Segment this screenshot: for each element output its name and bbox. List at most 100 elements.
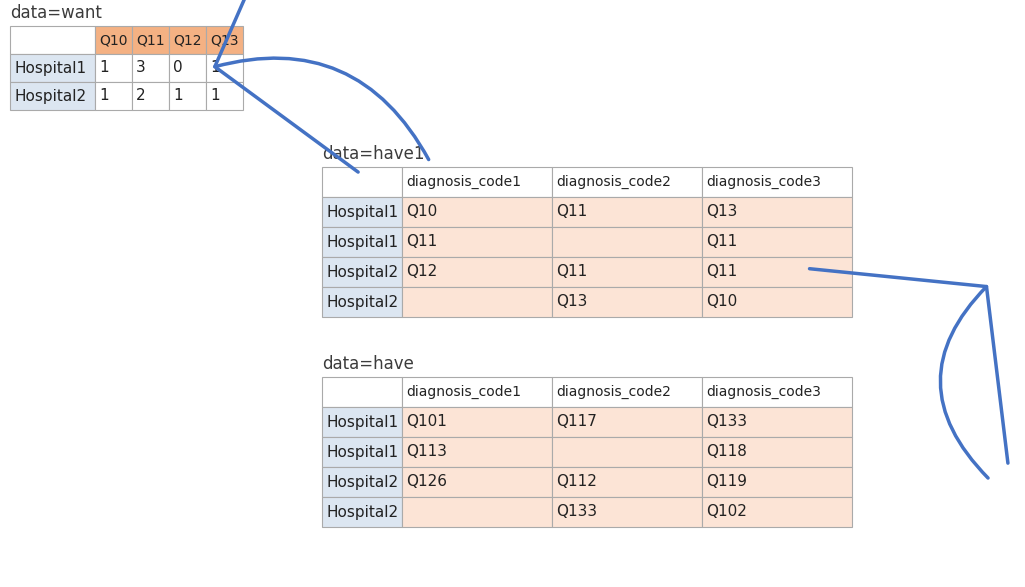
Bar	[10, 54, 95, 82]
Bar	[702, 497, 852, 527]
Text: Q11: Q11	[136, 33, 165, 47]
Text: Q113: Q113	[406, 444, 447, 460]
Bar	[322, 497, 402, 527]
Bar	[552, 377, 702, 407]
Bar	[702, 407, 852, 437]
Text: Q126: Q126	[406, 474, 447, 490]
Text: Hospital2: Hospital2	[14, 89, 86, 103]
Text: Q13: Q13	[556, 295, 587, 309]
Text: Hospital2: Hospital2	[326, 474, 398, 490]
Bar	[702, 467, 852, 497]
Text: 3: 3	[136, 60, 146, 76]
Text: Q10: Q10	[706, 295, 737, 309]
Bar	[169, 82, 206, 110]
Bar	[702, 287, 852, 317]
Bar	[322, 407, 402, 437]
Text: Q133: Q133	[706, 414, 747, 430]
Bar	[322, 377, 402, 407]
Bar	[132, 26, 169, 54]
Text: Hospital1: Hospital1	[326, 444, 398, 460]
Text: data=have: data=have	[322, 355, 414, 373]
Bar	[206, 54, 243, 82]
Bar	[322, 167, 402, 197]
Text: 0: 0	[173, 60, 182, 76]
Text: 1: 1	[210, 89, 219, 103]
Text: 1: 1	[99, 89, 109, 103]
Bar	[169, 54, 206, 82]
Bar	[552, 467, 702, 497]
Text: Hospital1: Hospital1	[326, 234, 398, 249]
Bar	[402, 497, 552, 527]
Text: 1: 1	[99, 60, 109, 76]
Text: Q119: Q119	[706, 474, 747, 490]
Bar	[132, 54, 169, 82]
Bar	[402, 437, 552, 467]
Text: Hospital1: Hospital1	[326, 204, 398, 220]
Bar	[702, 167, 852, 197]
Text: Hospital2: Hospital2	[326, 265, 398, 279]
Text: diagnosis_code3: diagnosis_code3	[706, 175, 821, 189]
Bar	[402, 197, 552, 227]
Text: Q118: Q118	[706, 444, 747, 460]
Bar	[552, 437, 702, 467]
Text: Hospital1: Hospital1	[14, 60, 86, 76]
Bar	[402, 227, 552, 257]
Bar	[206, 82, 243, 110]
Text: diagnosis_code2: diagnosis_code2	[556, 385, 671, 399]
Text: Q101: Q101	[406, 414, 447, 430]
Text: Hospital2: Hospital2	[326, 504, 398, 519]
Bar	[702, 197, 852, 227]
Bar	[132, 82, 169, 110]
Bar	[95, 54, 132, 82]
Text: 1: 1	[210, 60, 219, 76]
Text: diagnosis_code1: diagnosis_code1	[406, 385, 521, 399]
Text: Q13: Q13	[706, 204, 737, 220]
Bar	[206, 26, 243, 54]
Text: Q133: Q133	[556, 504, 598, 519]
Bar	[322, 437, 402, 467]
Text: Q11: Q11	[706, 265, 737, 279]
Bar	[402, 287, 552, 317]
Bar	[552, 257, 702, 287]
Bar	[322, 467, 402, 497]
Text: Q117: Q117	[556, 414, 597, 430]
Text: 2: 2	[136, 89, 146, 103]
Bar	[10, 82, 95, 110]
Bar	[10, 26, 95, 54]
Text: Q10: Q10	[406, 204, 438, 220]
Text: Q12: Q12	[173, 33, 202, 47]
Text: Q11: Q11	[556, 265, 587, 279]
Text: diagnosis_code2: diagnosis_code2	[556, 175, 671, 189]
Text: Q12: Q12	[406, 265, 438, 279]
Bar	[402, 407, 552, 437]
Text: Q10: Q10	[99, 33, 127, 47]
Bar	[552, 407, 702, 437]
Bar	[322, 227, 402, 257]
Text: Hospital2: Hospital2	[326, 295, 398, 309]
Bar	[552, 497, 702, 527]
Text: Q11: Q11	[706, 234, 737, 249]
Bar	[702, 227, 852, 257]
Text: Q112: Q112	[556, 474, 597, 490]
Text: Q13: Q13	[210, 33, 239, 47]
Bar	[552, 197, 702, 227]
Bar	[322, 257, 402, 287]
Text: Hospital1: Hospital1	[326, 414, 398, 430]
Text: diagnosis_code1: diagnosis_code1	[406, 175, 521, 189]
Bar	[402, 167, 552, 197]
Bar	[552, 227, 702, 257]
Bar	[322, 287, 402, 317]
Bar	[402, 257, 552, 287]
Bar	[552, 287, 702, 317]
Text: diagnosis_code3: diagnosis_code3	[706, 385, 821, 399]
Bar	[95, 82, 132, 110]
Text: data=want: data=want	[10, 4, 101, 22]
Text: 1: 1	[173, 89, 182, 103]
Bar	[402, 467, 552, 497]
Text: Q11: Q11	[556, 204, 587, 220]
Bar	[702, 437, 852, 467]
Bar	[95, 26, 132, 54]
Bar	[402, 377, 552, 407]
Bar	[169, 26, 206, 54]
Text: Q11: Q11	[406, 234, 438, 249]
